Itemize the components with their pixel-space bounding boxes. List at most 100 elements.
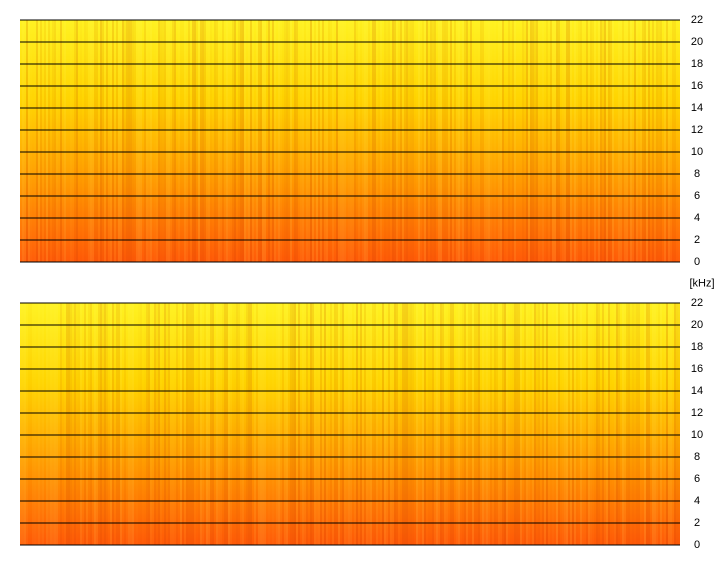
spectrogram-texture <box>626 303 628 545</box>
spectrogram-texture <box>90 20 92 262</box>
spectrogram-texture <box>432 303 434 545</box>
spectrogram-texture <box>564 20 566 262</box>
spectrogram-texture <box>418 20 420 262</box>
spectrogram-texture <box>476 303 478 545</box>
spectrogram-texture <box>164 20 166 262</box>
spectrogram-texture <box>250 20 252 262</box>
spectrogram-texture <box>256 20 258 262</box>
spectrogram-texture <box>100 303 102 545</box>
spectrogram-texture <box>610 303 612 545</box>
spectrogram-texture <box>630 20 632 262</box>
spectrogram-texture <box>598 303 600 545</box>
spectrogram-texture <box>616 20 618 262</box>
spectrogram-texture <box>554 20 556 262</box>
spectrogram-texture <box>478 303 480 545</box>
spectrogram-texture <box>380 20 382 262</box>
spectrogram-texture <box>396 20 398 262</box>
spectrogram-texture <box>180 20 182 262</box>
spectrogram-texture <box>66 303 68 545</box>
spectrogram-texture <box>40 303 42 545</box>
spectrogram-texture <box>644 303 646 545</box>
spectrogram-texture <box>312 20 314 262</box>
spectrogram-texture <box>320 303 322 545</box>
spectrogram-texture <box>338 303 340 545</box>
spectrogram-texture <box>510 20 512 262</box>
spectrogram-texture <box>526 303 528 545</box>
spectrogram-texture <box>48 303 50 545</box>
spectrogram-texture <box>670 303 672 545</box>
spectrogram-texture <box>428 303 430 545</box>
spectrogram-texture <box>558 20 560 262</box>
spectrogram-texture <box>268 20 270 262</box>
spectrogram-texture <box>62 20 64 262</box>
spectrogram-texture <box>210 303 212 545</box>
spectrogram-texture <box>102 20 104 262</box>
spectrogram-texture <box>440 303 442 545</box>
spectrogram-texture <box>436 303 438 545</box>
spectrogram-texture <box>388 303 390 545</box>
spectrogram-texture <box>518 20 520 262</box>
spectrogram-texture <box>340 303 342 545</box>
spectrogram-texture <box>644 20 646 262</box>
spectrogram-texture <box>620 303 622 545</box>
spectrogram-texture <box>20 20 22 262</box>
spectrogram-texture <box>512 303 514 545</box>
spectrogram-texture <box>484 303 486 545</box>
spectrogram-texture <box>334 20 336 262</box>
spectrogram-texture <box>426 303 428 545</box>
spectrogram-texture <box>464 20 466 262</box>
spectrogram-texture <box>490 303 492 545</box>
spectrogram-texture <box>622 303 624 545</box>
spectrogram-texture <box>160 20 162 262</box>
spectrogram-texture <box>24 303 26 545</box>
spectrogram-texture <box>436 20 438 262</box>
spectrogram-texture <box>384 20 386 262</box>
spectrogram-texture <box>604 303 606 545</box>
spectrogram-texture <box>632 303 634 545</box>
spectrogram-texture <box>84 303 86 545</box>
spectrogram-texture <box>224 20 226 262</box>
spectrogram-texture <box>244 303 246 545</box>
spectrogram-texture <box>86 20 88 262</box>
spectrogram-texture <box>542 20 544 262</box>
spectrogram-texture <box>52 303 54 545</box>
spectrogram-texture <box>322 20 324 262</box>
spectrogram-texture <box>118 20 120 262</box>
spectrogram-texture <box>488 303 490 545</box>
spectrogram-texture <box>370 20 372 262</box>
spectrogram-texture <box>672 20 674 262</box>
spectrogram-texture <box>390 20 392 262</box>
spectrogram-texture <box>620 20 622 262</box>
spectrogram-texture <box>162 303 164 545</box>
spectrogram-texture <box>22 20 24 262</box>
spectrogram-texture <box>554 303 556 545</box>
spectrogram-texture <box>96 20 98 262</box>
spectrogram-texture <box>78 303 80 545</box>
spectrogram-texture <box>462 303 464 545</box>
spectrogram-texture <box>596 20 598 262</box>
spectrogram-texture <box>358 303 360 545</box>
spectrogram-texture <box>298 303 300 545</box>
spectrogram-texture <box>26 20 28 262</box>
spectrogram-texture <box>546 303 548 545</box>
spectrogram-texture <box>614 20 616 262</box>
spectrogram-texture <box>526 20 528 262</box>
spectrogram-texture <box>588 303 590 545</box>
spectrogram-texture <box>352 303 354 545</box>
spectrogram-texture <box>556 20 558 262</box>
spectrogram-texture <box>122 303 124 545</box>
spectrogram-texture <box>508 20 510 262</box>
spectrogram-texture <box>262 20 264 262</box>
spectrogram-texture <box>646 303 648 545</box>
spectrogram-texture <box>344 20 346 262</box>
spectrogram-texture <box>658 303 660 545</box>
spectrogram-texture <box>150 303 152 545</box>
spectrogram-texture <box>36 20 38 262</box>
spectrogram-texture <box>392 303 394 545</box>
spectrogram-texture <box>184 20 186 262</box>
spectrogram-texture <box>634 303 636 545</box>
spectrogram-texture <box>520 303 522 545</box>
spectrogram-texture <box>372 303 374 545</box>
spectrogram-texture <box>276 20 278 262</box>
spectrogram-texture <box>488 20 490 262</box>
